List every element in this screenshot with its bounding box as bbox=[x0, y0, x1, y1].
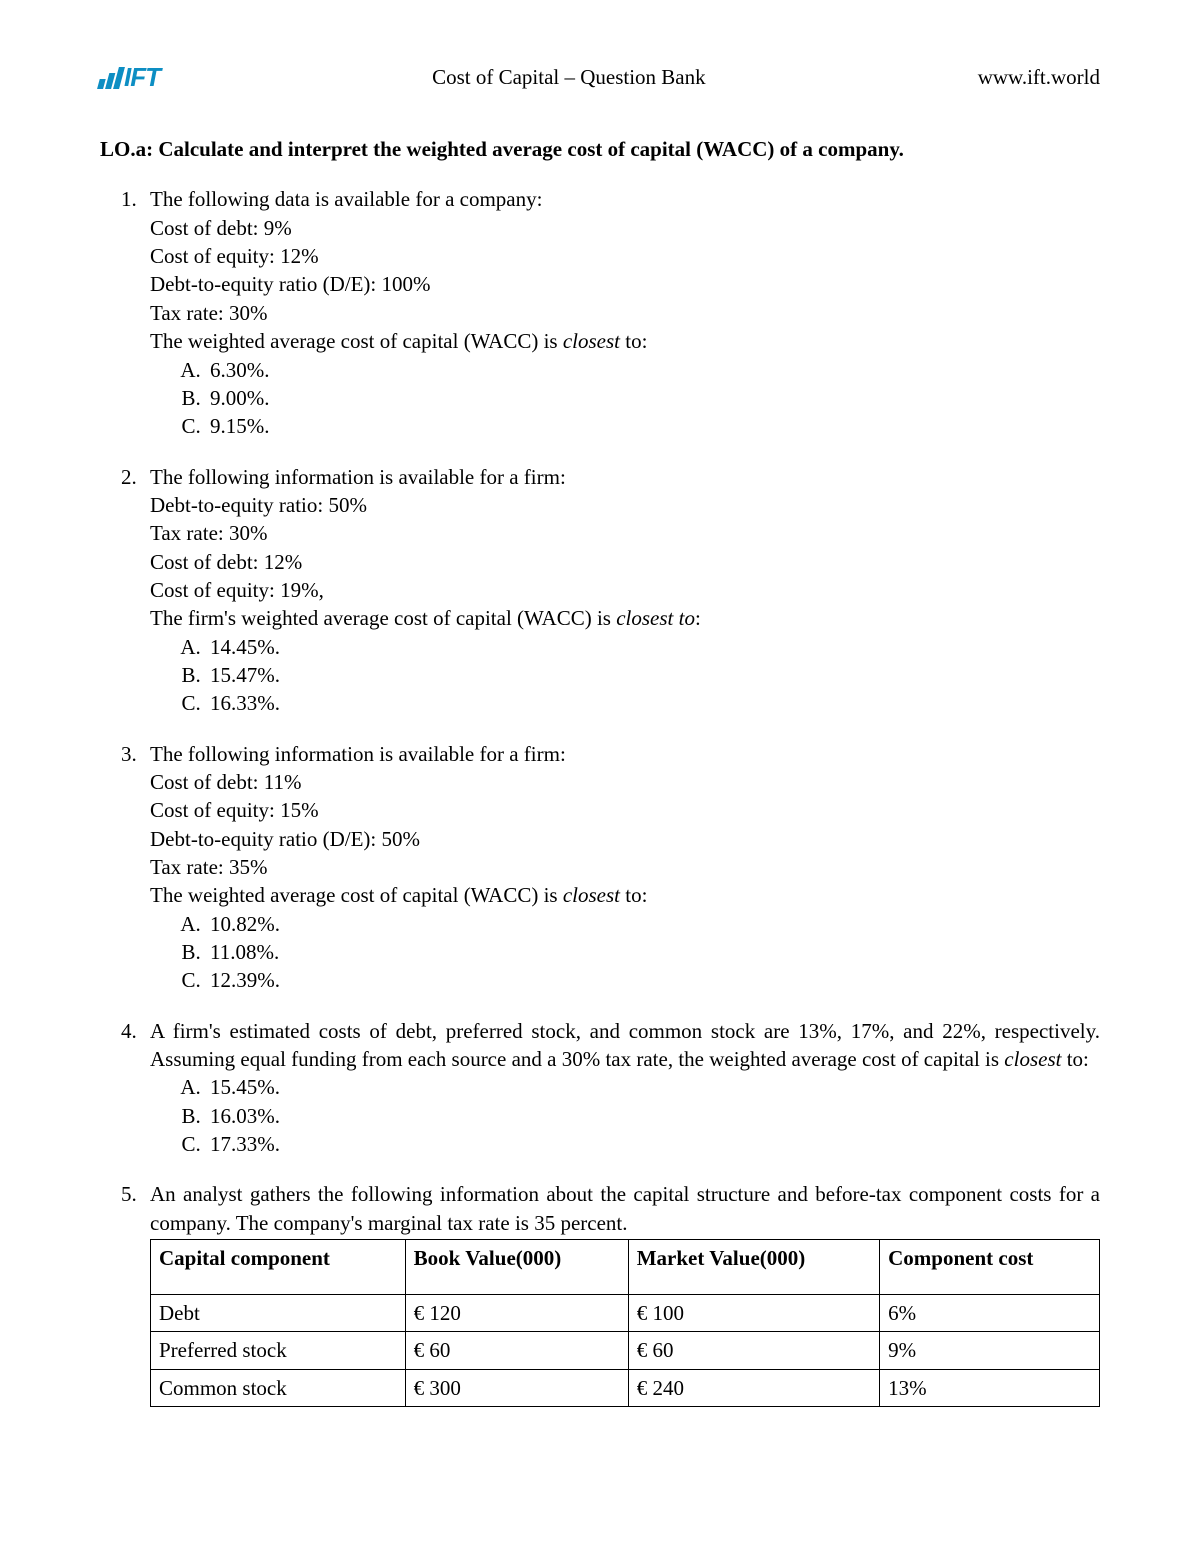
q1-options: 6.30%. 9.00%. 9.15%. bbox=[150, 356, 1100, 441]
th-component-cost: Component cost bbox=[880, 1240, 1100, 1295]
ift-logo: IFT bbox=[100, 60, 160, 95]
cell-common-book: € 300 bbox=[405, 1369, 628, 1406]
page: IFT Cost of Capital – Question Bank www.… bbox=[0, 0, 1200, 1553]
q4-text: A firm's estimated costs of debt, prefer… bbox=[150, 1017, 1100, 1074]
q2-option-c: 16.33%. bbox=[206, 689, 1100, 717]
q4-option-c: 17.33%. bbox=[206, 1130, 1100, 1158]
cell-pref-name: Preferred stock bbox=[151, 1332, 406, 1369]
cell-debt-cost: 6% bbox=[880, 1295, 1100, 1332]
document-title: Cost of Capital – Question Bank bbox=[160, 63, 978, 91]
logo-bars-icon bbox=[97, 67, 125, 89]
q3-data-3: Debt-to-equity ratio (D/E): 50% bbox=[150, 825, 1100, 853]
q2-prompt: The firm's weighted average cost of capi… bbox=[150, 604, 1100, 632]
question-2: The following information is available f… bbox=[142, 463, 1100, 718]
question-1: The following data is available for a co… bbox=[142, 185, 1100, 440]
cell-pref-cost: 9% bbox=[880, 1332, 1100, 1369]
q2-prompt-italic: closest to bbox=[616, 606, 695, 630]
page-header: IFT Cost of Capital – Question Bank www.… bbox=[100, 60, 1100, 95]
q2-data-1: Debt-to-equity ratio: 50% bbox=[150, 491, 1100, 519]
learning-objective-heading: LO.a: Calculate and interpret the weight… bbox=[100, 135, 1100, 163]
q4-options: 15.45%. 16.03%. 17.33%. bbox=[150, 1073, 1100, 1158]
q4-text-italic: closest bbox=[1004, 1047, 1061, 1071]
logo-text: IFT bbox=[124, 60, 160, 95]
cell-common-cost: 13% bbox=[880, 1369, 1100, 1406]
q1-prompt-a: The weighted average cost of capital (WA… bbox=[150, 329, 563, 353]
th-book-value: Book Value(000) bbox=[405, 1240, 628, 1295]
q3-prompt: The weighted average cost of capital (WA… bbox=[150, 881, 1100, 909]
cell-debt-market: € 100 bbox=[628, 1295, 879, 1332]
question-list: The following data is available for a co… bbox=[100, 185, 1100, 1407]
q4-option-b: 16.03%. bbox=[206, 1102, 1100, 1130]
cell-pref-book: € 60 bbox=[405, 1332, 628, 1369]
q2-data-3: Cost of debt: 12% bbox=[150, 548, 1100, 576]
q1-data-3: Debt-to-equity ratio (D/E): 100% bbox=[150, 270, 1100, 298]
cell-debt-name: Debt bbox=[151, 1295, 406, 1332]
q1-option-c: 9.15%. bbox=[206, 412, 1100, 440]
table-row: Preferred stock € 60 € 60 9% bbox=[151, 1332, 1100, 1369]
q2-intro: The following information is available f… bbox=[150, 463, 1100, 491]
q3-prompt-italic: closest bbox=[563, 883, 620, 907]
q2-data-4: Cost of equity: 19%, bbox=[150, 576, 1100, 604]
q4-option-a: 15.45%. bbox=[206, 1073, 1100, 1101]
th-market-value: Market Value(000) bbox=[628, 1240, 879, 1295]
q1-data-4: Tax rate: 30% bbox=[150, 299, 1100, 327]
question-3: The following information is available f… bbox=[142, 740, 1100, 995]
question-5: An analyst gathers the following informa… bbox=[142, 1180, 1100, 1407]
q1-option-b: 9.00%. bbox=[206, 384, 1100, 412]
q4-text-a: A firm's estimated costs of debt, prefer… bbox=[150, 1019, 1100, 1071]
q1-prompt-b: to: bbox=[620, 329, 647, 353]
table-row: Debt € 120 € 100 6% bbox=[151, 1295, 1100, 1332]
cell-pref-market: € 60 bbox=[628, 1332, 879, 1369]
q2-options: 14.45%. 15.47%. 16.33%. bbox=[150, 633, 1100, 718]
q1-option-a: 6.30%. bbox=[206, 356, 1100, 384]
site-url: www.ift.world bbox=[978, 63, 1100, 91]
q3-option-a: 10.82%. bbox=[206, 910, 1100, 938]
cell-common-name: Common stock bbox=[151, 1369, 406, 1406]
cell-debt-book: € 120 bbox=[405, 1295, 628, 1332]
capital-structure-table: Capital component Book Value(000) Market… bbox=[150, 1239, 1100, 1407]
q1-data-2: Cost of equity: 12% bbox=[150, 242, 1100, 270]
q3-data-2: Cost of equity: 15% bbox=[150, 796, 1100, 824]
q2-option-a: 14.45%. bbox=[206, 633, 1100, 661]
table-row: Common stock € 300 € 240 13% bbox=[151, 1369, 1100, 1406]
q3-prompt-a: The weighted average cost of capital (WA… bbox=[150, 883, 563, 907]
q4-text-b: to: bbox=[1061, 1047, 1088, 1071]
q3-data-1: Cost of debt: 11% bbox=[150, 768, 1100, 796]
q5-text: An analyst gathers the following informa… bbox=[150, 1180, 1100, 1237]
q2-option-b: 15.47%. bbox=[206, 661, 1100, 689]
q2-data-2: Tax rate: 30% bbox=[150, 519, 1100, 547]
q2-prompt-b: : bbox=[695, 606, 701, 630]
q3-prompt-b: to: bbox=[620, 883, 647, 907]
q1-prompt: The weighted average cost of capital (WA… bbox=[150, 327, 1100, 355]
q3-option-c: 12.39%. bbox=[206, 966, 1100, 994]
q3-option-b: 11.08%. bbox=[206, 938, 1100, 966]
q2-prompt-a: The firm's weighted average cost of capi… bbox=[150, 606, 616, 630]
q1-prompt-italic: closest bbox=[563, 329, 620, 353]
q3-options: 10.82%. 11.08%. 12.39%. bbox=[150, 910, 1100, 995]
q1-data-1: Cost of debt: 9% bbox=[150, 214, 1100, 242]
th-capital-component: Capital component bbox=[151, 1240, 406, 1295]
cell-common-market: € 240 bbox=[628, 1369, 879, 1406]
q1-intro: The following data is available for a co… bbox=[150, 185, 1100, 213]
question-4: A firm's estimated costs of debt, prefer… bbox=[142, 1017, 1100, 1159]
table-header-row: Capital component Book Value(000) Market… bbox=[151, 1240, 1100, 1295]
q3-data-4: Tax rate: 35% bbox=[150, 853, 1100, 881]
q3-intro: The following information is available f… bbox=[150, 740, 1100, 768]
